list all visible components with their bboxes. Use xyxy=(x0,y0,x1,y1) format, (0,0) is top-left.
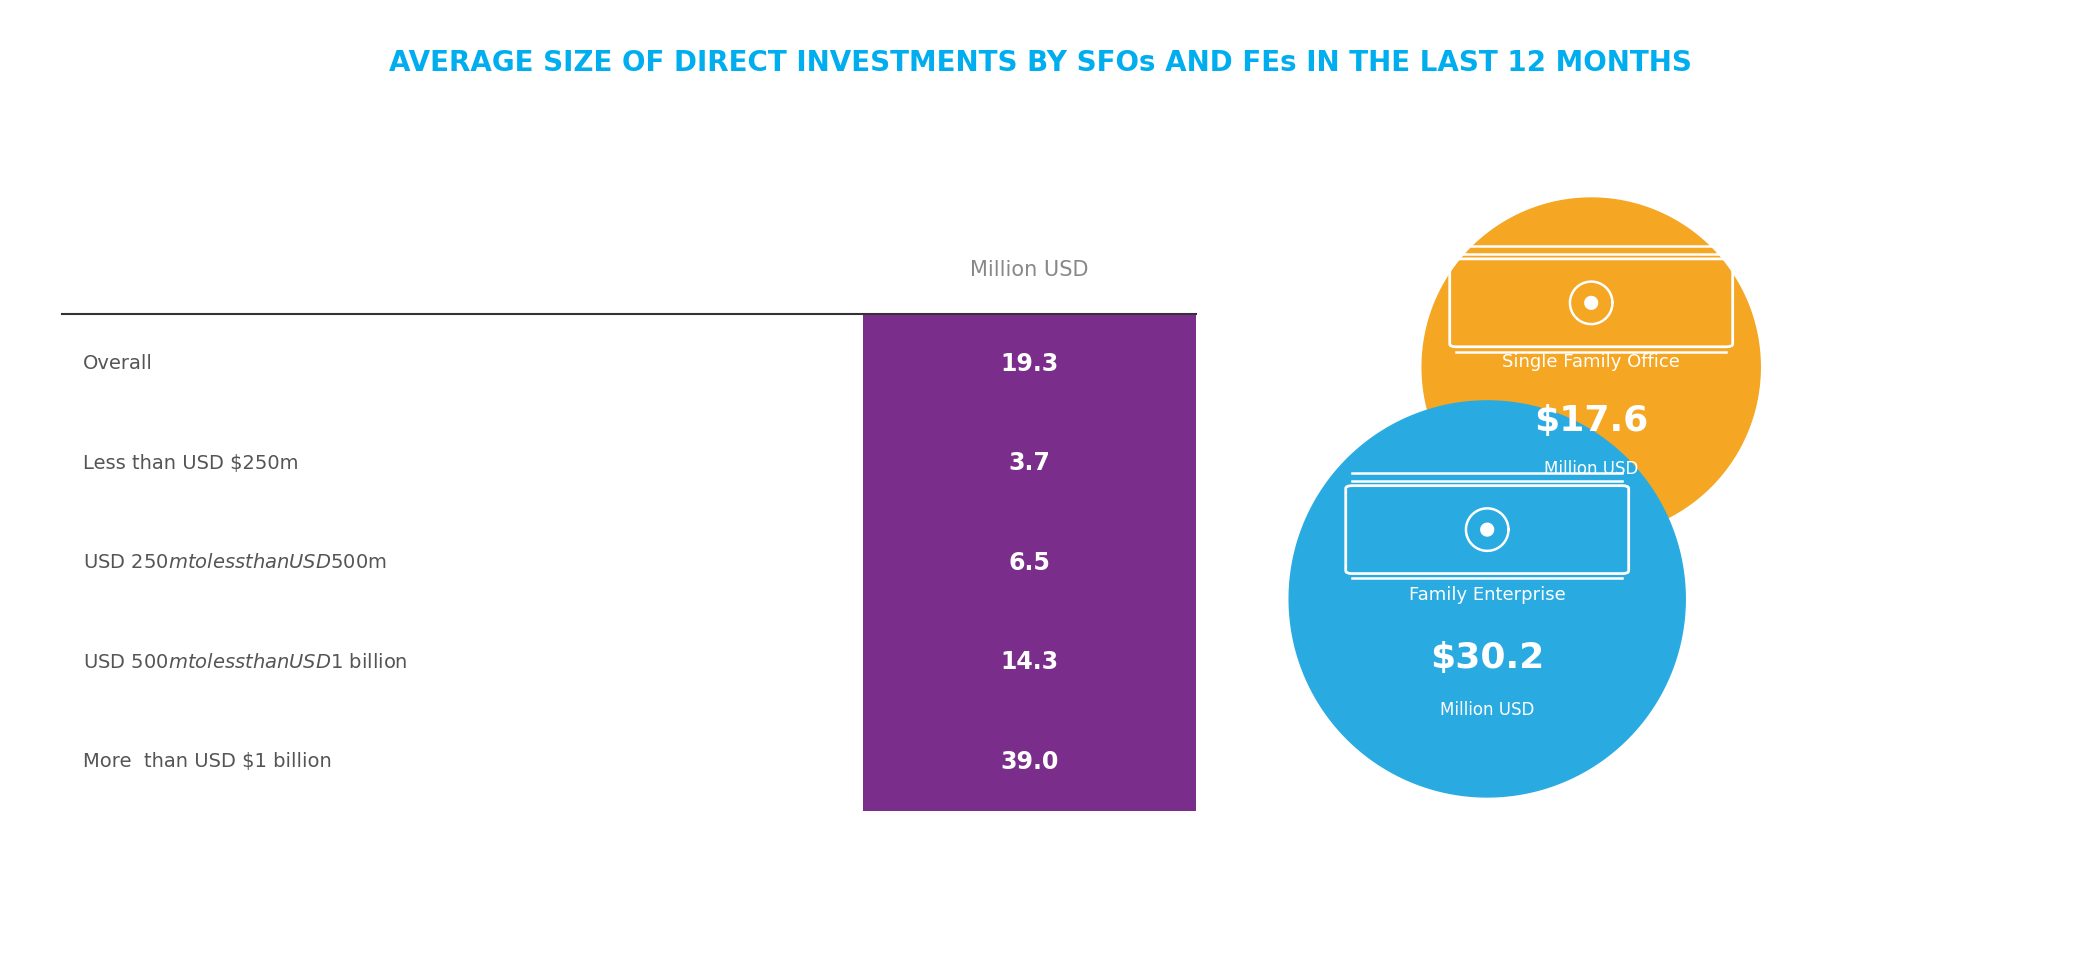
Polygon shape xyxy=(1423,198,1760,536)
Text: Million USD: Million USD xyxy=(1439,700,1535,719)
Text: USD $250m to less than USD $500m: USD $250m to less than USD $500m xyxy=(83,554,387,572)
Text: 3.7: 3.7 xyxy=(1009,451,1050,475)
Polygon shape xyxy=(1481,524,1493,536)
Text: $30.2: $30.2 xyxy=(1431,641,1543,675)
Text: 19.3: 19.3 xyxy=(1000,352,1059,376)
Text: Single Family Office: Single Family Office xyxy=(1502,353,1681,371)
Text: Family Enterprise: Family Enterprise xyxy=(1408,586,1566,604)
Text: More  than USD $1 billion: More than USD $1 billion xyxy=(83,753,333,771)
Text: 39.0: 39.0 xyxy=(1000,750,1059,774)
Text: Less than USD $250m: Less than USD $250m xyxy=(83,454,300,472)
Text: 14.3: 14.3 xyxy=(1000,650,1059,674)
Text: Million USD: Million USD xyxy=(971,261,1088,280)
Polygon shape xyxy=(1585,297,1597,309)
Text: AVERAGE SIZE OF DIRECT INVESTMENTS BY SFOs AND FEs IN THE LAST 12 MONTHS: AVERAGE SIZE OF DIRECT INVESTMENTS BY SF… xyxy=(389,49,1691,76)
FancyBboxPatch shape xyxy=(863,314,1196,811)
Text: 6.5: 6.5 xyxy=(1009,551,1050,575)
Text: Overall: Overall xyxy=(83,355,154,373)
Text: Million USD: Million USD xyxy=(1543,460,1639,477)
Text: $17.6: $17.6 xyxy=(1535,404,1647,439)
Text: USD $500m to less than USD $1 billion: USD $500m to less than USD $1 billion xyxy=(83,653,408,671)
Polygon shape xyxy=(1290,401,1685,797)
